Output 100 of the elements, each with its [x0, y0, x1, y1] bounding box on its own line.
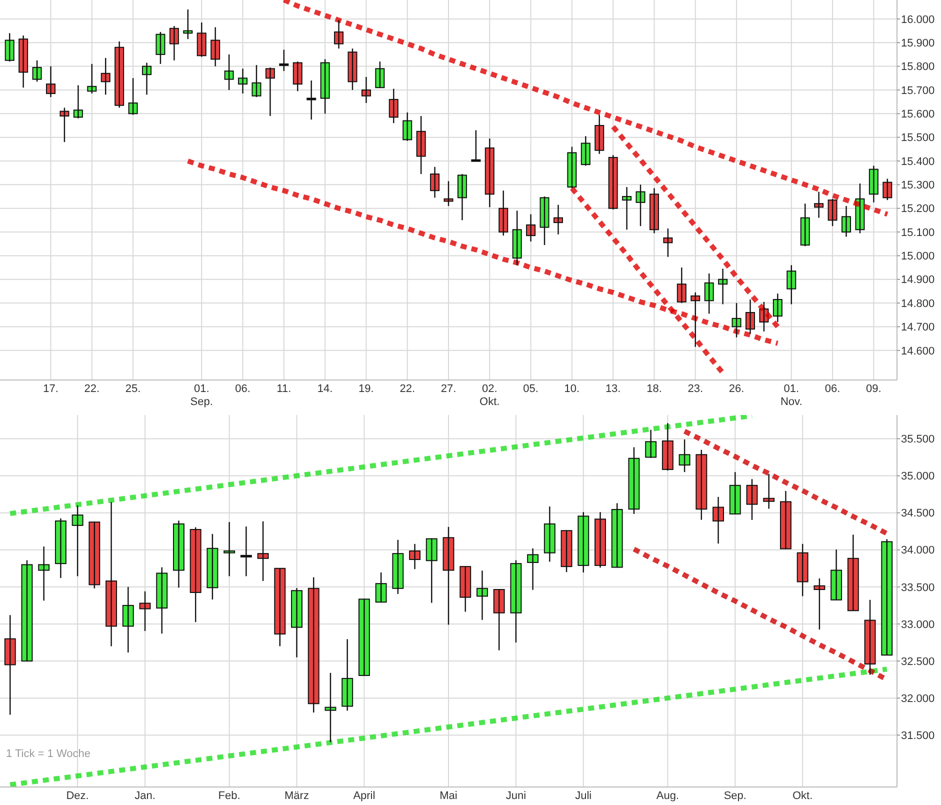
candlestick: [292, 60, 302, 92]
x-tick-label: Feb.: [218, 790, 240, 802]
candlestick: [763, 473, 775, 510]
candlestick: [460, 566, 472, 612]
y-tick-label: 15.500: [901, 132, 935, 144]
candlestick: [274, 567, 286, 647]
x-tick-label: Aug.: [656, 790, 680, 802]
x-tick-label: 14.: [317, 383, 333, 395]
candlestick: [375, 572, 387, 604]
y-tick-label: 15.400: [901, 156, 935, 168]
candlestick: [426, 538, 438, 604]
candlestick: [320, 58, 330, 114]
x-tick-label: 01. Sep.: [190, 383, 213, 408]
candlestick: [493, 588, 505, 651]
x-tick-label: 17.: [43, 383, 58, 395]
candlestick: [594, 114, 604, 154]
x-tick-label: 13.: [605, 383, 621, 395]
x-tick-label: 25.: [125, 383, 141, 395]
candlestick: [512, 210, 522, 266]
y-tick-label: 15.700: [901, 84, 935, 97]
candlestick: [324, 672, 336, 743]
candlestick: [257, 520, 269, 582]
y-tick-label: 15.000: [901, 250, 935, 263]
candlestick: [224, 521, 236, 577]
y-tick-label: 14.600: [901, 345, 935, 358]
y-tick-label: 14.800: [901, 298, 935, 310]
candlestick: [678, 438, 690, 473]
candlestick: [72, 504, 84, 577]
y-tick-label: 15.900: [901, 37, 935, 50]
x-tick-label: 19.: [358, 383, 374, 395]
candlestick: [156, 566, 168, 634]
candlestick: [279, 49, 289, 72]
y-tick-label: 33.000: [901, 618, 935, 631]
y-tick-label: 35.500: [901, 434, 935, 446]
x-tick-label: 05.: [523, 383, 538, 395]
x-tick-label: 18.: [646, 383, 662, 395]
candlestick: [696, 449, 708, 520]
x-tick-label: 09.: [866, 383, 882, 395]
x-tick-label: 01. Nov.: [780, 383, 802, 408]
x-tick-label: Okt.: [792, 790, 813, 802]
x-tick-label: April: [353, 790, 376, 802]
y-tick-label: 14.700: [901, 322, 935, 334]
y-tick-label: 34.500: [901, 508, 935, 520]
y-tick-label: 34.000: [901, 544, 935, 557]
x-tick-label: 10.: [564, 383, 580, 395]
y-tick-label: 14.900: [901, 274, 935, 286]
candlestick: [240, 526, 252, 577]
y-tick-label: 32.000: [901, 692, 935, 705]
candlestick: [196, 22, 206, 58]
candlestick: [510, 560, 522, 644]
x-tick-label: Juni: [506, 790, 526, 802]
candlestick: [578, 511, 590, 574]
candlestick: [206, 533, 218, 600]
y-tick-label: 15.200: [901, 203, 935, 216]
x-tick-label: 02. Okt.: [480, 383, 500, 408]
x-tick-label: 22.: [400, 383, 415, 395]
y-tick-label: 15.300: [901, 180, 935, 192]
candlestick: [402, 112, 412, 142]
y-tick-label: 35.000: [901, 470, 935, 483]
x-tick-label: 11.: [276, 383, 292, 395]
candlestick: [796, 543, 808, 597]
candlestick: [32, 60, 42, 82]
x-tick-label: Sep.: [724, 790, 746, 802]
candlestick: [527, 548, 539, 590]
candlestick: [88, 521, 100, 589]
x-tick-label: Jan.: [134, 790, 156, 802]
x-tick-label: März: [284, 790, 309, 802]
y-tick-label: 15.800: [901, 61, 935, 74]
candlestick: [4, 614, 16, 716]
y-tick-label: 15.100: [901, 226, 935, 239]
candlestick: [608, 154, 618, 210]
candlestick: [252, 64, 262, 98]
candlestick: [786, 264, 796, 305]
y-tick-label: 33.500: [901, 582, 935, 594]
candlestick: [567, 146, 577, 189]
x-tick-label: 23.: [688, 383, 704, 395]
y-tick-label: 16.000: [901, 14, 935, 26]
candlestick: [628, 446, 640, 515]
candlestick: [190, 526, 202, 623]
candlestick: [416, 115, 426, 175]
candlestick: [139, 590, 151, 632]
annotation: 1 Tick = 1 Woche: [6, 748, 90, 760]
candlestick: [560, 530, 572, 573]
candlestick: [375, 60, 385, 88]
candlestick: [611, 502, 623, 568]
candlestick: [122, 586, 134, 654]
candlestick: [4, 32, 14, 62]
y-tick-label: 32.500: [901, 656, 935, 668]
y-tick-label: 31.500: [901, 730, 935, 742]
x-tick-label: 06.: [235, 383, 250, 395]
candlestick: [729, 471, 741, 515]
y-tick-label: 15.600: [901, 108, 935, 120]
x-tick-label: Juli: [575, 790, 592, 802]
candlestick: [308, 576, 320, 714]
x-tick-label: 06.: [824, 383, 840, 395]
candlestick: [392, 539, 404, 595]
candlestick: [471, 130, 481, 162]
candlestick: [224, 54, 234, 91]
candlestick: [881, 538, 893, 656]
x-tick-label: Dez.: [66, 790, 89, 802]
